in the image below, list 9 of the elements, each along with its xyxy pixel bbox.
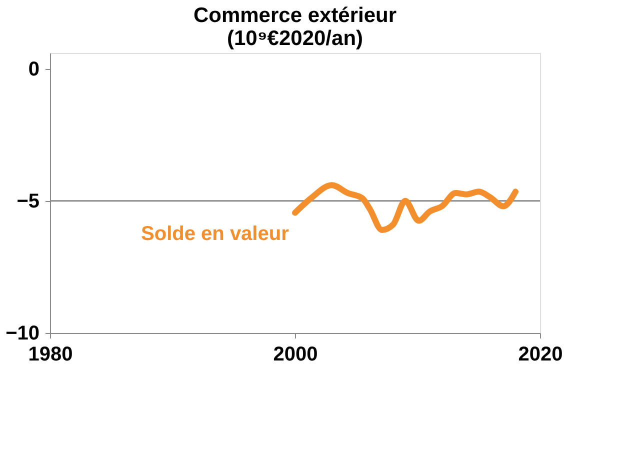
y-tick-label: −10: [6, 322, 40, 344]
x-tick-label: 1980: [28, 344, 73, 366]
series-label: Solde en valeur: [141, 222, 290, 245]
x-tick-label: 2000: [273, 344, 318, 366]
x-tick-label: 2020: [518, 344, 563, 366]
text: Commerce extérieur: [193, 4, 397, 27]
y-tick-label: −5: [16, 190, 40, 212]
text: (10⁹€2020/an): [226, 27, 364, 50]
y-tick-label: 0: [28, 58, 40, 80]
